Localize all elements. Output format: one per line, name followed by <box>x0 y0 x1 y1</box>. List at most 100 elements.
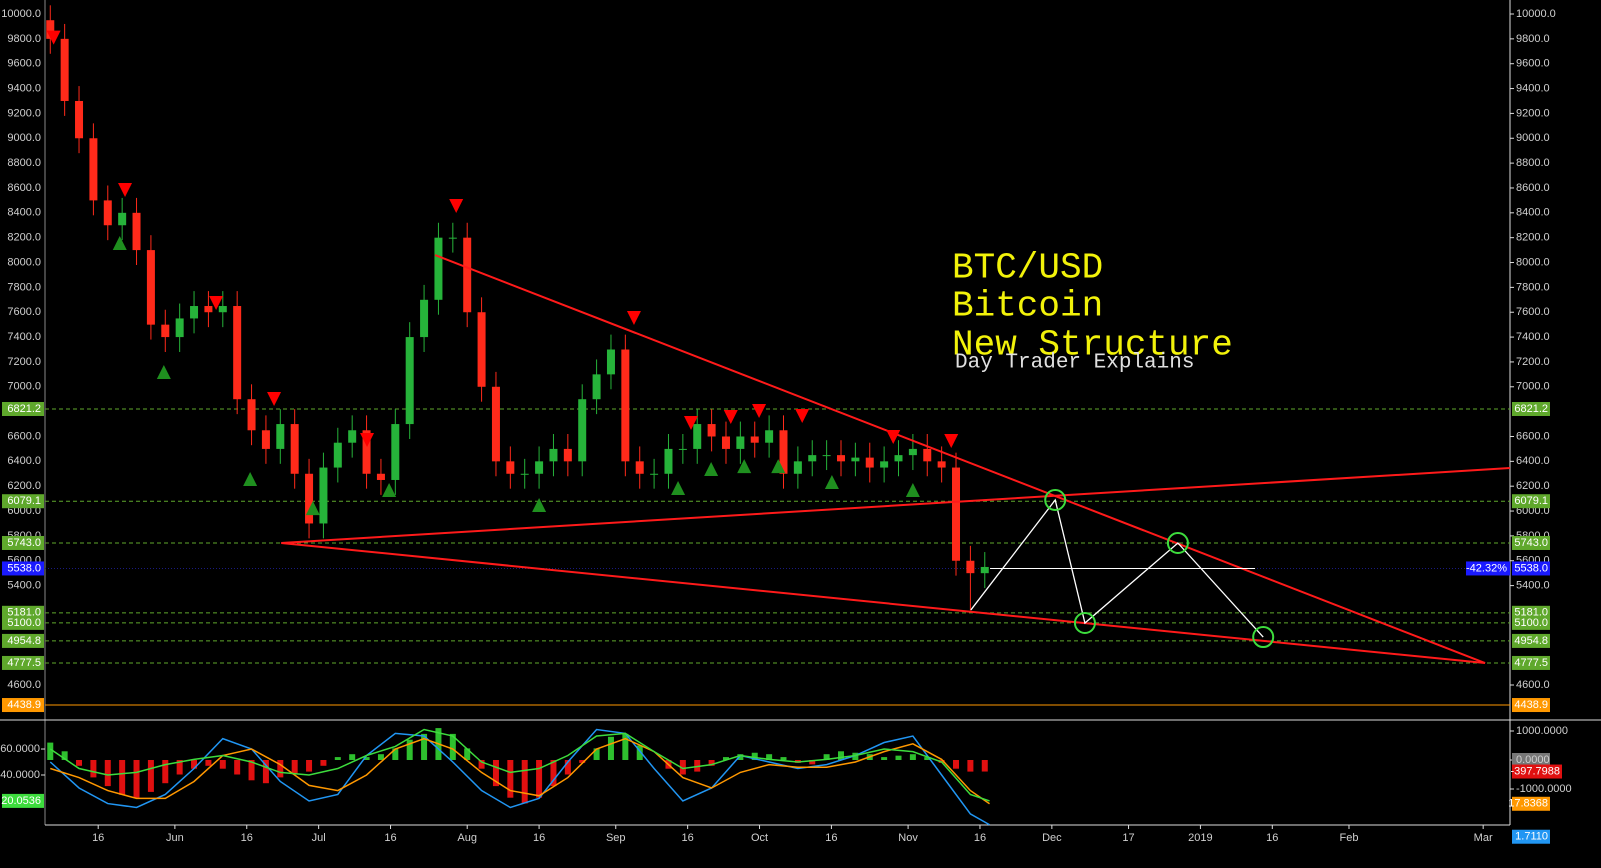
candle-body <box>908 448 917 456</box>
histogram-bar <box>262 759 269 784</box>
candle-body <box>549 448 558 462</box>
histogram-bar <box>219 759 226 769</box>
histogram-bar <box>622 733 629 760</box>
buy-signal <box>382 483 397 498</box>
y-tick-label: 7600.0 <box>7 306 41 318</box>
projection-point <box>1044 488 1067 511</box>
buy-signal <box>305 501 320 516</box>
histogram-bar <box>607 736 614 760</box>
candle-body <box>721 436 730 449</box>
last-value-label-box <box>1512 829 1550 844</box>
buy-signal <box>671 481 686 496</box>
candle-body <box>434 237 443 300</box>
candle-body <box>966 560 975 574</box>
x-tick-label: Jun <box>166 832 184 844</box>
y2-tick-label: 0.0000 <box>1516 754 1550 766</box>
histogram-bar <box>133 759 140 798</box>
indicator-line <box>49 728 990 826</box>
candle-body <box>779 430 788 474</box>
y-tick-label: 9000.0 <box>1516 132 1550 144</box>
histogram-bar <box>205 759 212 766</box>
histogram-bar <box>191 759 198 769</box>
candle-body <box>420 299 429 338</box>
histogram-bar <box>234 759 241 775</box>
buy-signal <box>156 364 171 379</box>
buy-signal <box>771 459 786 474</box>
x-tick-label: Sep <box>606 832 626 844</box>
x-tick-label: 16 <box>92 832 104 844</box>
candle-body <box>75 100 84 139</box>
x-tick-label: 16 <box>974 832 986 844</box>
candle-body <box>276 424 285 449</box>
level-label: 4954.8 <box>7 635 41 647</box>
level-label: 6821.2 <box>7 403 41 415</box>
y-tick-label: 9200.0 <box>1516 107 1550 119</box>
last-value-label-box <box>1512 764 1562 779</box>
candle-body <box>578 399 587 462</box>
x-tick-label: 16 <box>384 832 396 844</box>
histogram-bar <box>967 759 974 772</box>
level-label-box <box>1512 494 1550 509</box>
sell-signal <box>46 30 61 45</box>
candle-body <box>132 212 141 251</box>
y-tick-label: 6600.0 <box>1516 430 1550 442</box>
x-tick-label: 2019 <box>1188 832 1212 844</box>
candle-body <box>535 461 544 474</box>
histogram-bar <box>277 759 284 778</box>
current-price-label-box <box>2 561 44 576</box>
candle-body <box>376 473 385 480</box>
histogram-bar <box>924 757 931 760</box>
histogram-bar <box>953 759 960 769</box>
sell-signal <box>449 198 464 213</box>
candle-body <box>937 461 946 468</box>
y-tick-label: 6400.0 <box>7 455 41 467</box>
y-tick-label: 7400.0 <box>1516 331 1550 343</box>
candle-body <box>592 374 601 400</box>
candle-body <box>678 448 687 450</box>
current-change-label-box <box>1466 561 1510 576</box>
support-label: 4438.9 <box>1514 699 1548 711</box>
y-tick-label: 8200.0 <box>1516 232 1550 244</box>
candle-body <box>664 448 673 474</box>
candle-body <box>606 349 615 375</box>
sell-signal <box>118 182 133 197</box>
y-tick-label: 7200.0 <box>1516 356 1550 368</box>
sell-signal <box>360 432 375 447</box>
histogram-bar <box>90 759 97 778</box>
candle-body <box>865 457 874 468</box>
current-price-label: 5538.0 <box>1514 562 1548 574</box>
histogram-bar <box>722 757 729 760</box>
candle-body <box>506 461 515 474</box>
y-tick-label: 7200.0 <box>7 356 41 368</box>
histogram-bar <box>162 759 169 784</box>
histogram-bar <box>349 754 356 760</box>
histogram-bar <box>737 754 744 760</box>
level-label: 5100.0 <box>1514 617 1548 629</box>
y-tick-label: 4600.0 <box>7 679 41 691</box>
histogram-bar <box>147 759 154 792</box>
y-tick-label: 5400.0 <box>1516 580 1550 592</box>
title-line: BTC/USD <box>952 248 1103 289</box>
y2-tick-label: 1000.0000 <box>1516 725 1568 737</box>
candle-body <box>118 212 127 226</box>
x-tick-label: 16 <box>682 832 694 844</box>
title-line: Bitcoin <box>952 286 1103 327</box>
candle-body <box>319 467 328 524</box>
x-tick-label: Mar <box>1474 832 1493 844</box>
sell-signal <box>683 415 698 430</box>
candle-body <box>175 318 184 338</box>
x-tick-label: Nov <box>898 832 918 844</box>
histogram-bar <box>406 739 413 760</box>
x-tick-label: Aug <box>457 832 477 844</box>
histogram-bar <box>478 759 485 769</box>
subtitle: Day Trader Explains <box>955 352 1194 375</box>
y-tick-label: 8000.0 <box>1516 256 1550 268</box>
y-tick-label: 6400.0 <box>1516 455 1550 467</box>
y-tick-label: 10000.0 <box>1516 8 1556 20</box>
candle-body <box>89 138 98 201</box>
candle-body <box>836 455 845 462</box>
histogram-bar <box>248 759 255 781</box>
y-tick-label: 6200.0 <box>7 480 41 492</box>
indicator-line <box>50 737 990 805</box>
y-tick-label: 8600.0 <box>1516 182 1550 194</box>
